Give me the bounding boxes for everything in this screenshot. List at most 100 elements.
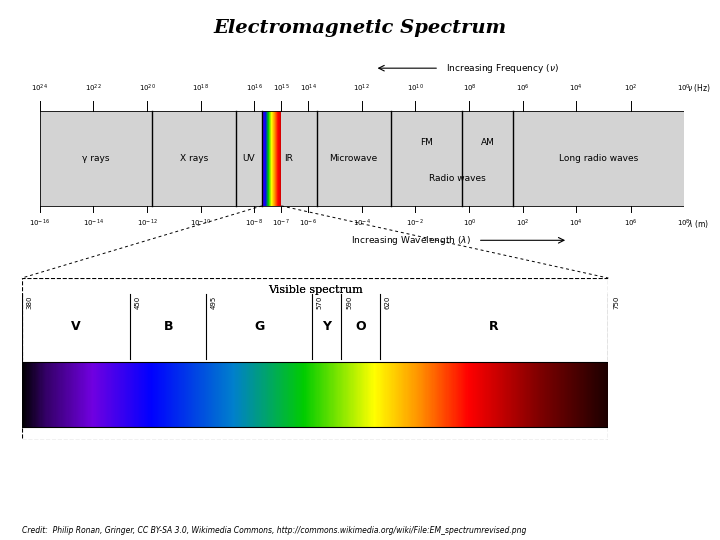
- Bar: [135, 362, 137, 427]
- Bar: [377, 362, 379, 427]
- Bar: [530, 362, 531, 427]
- Bar: [269, 362, 271, 427]
- Bar: [191, 362, 192, 427]
- Bar: [267, 362, 268, 427]
- Bar: [470, 362, 471, 427]
- Bar: [188, 362, 189, 427]
- Bar: [321, 362, 322, 427]
- Bar: [361, 362, 362, 427]
- Bar: [124, 362, 125, 427]
- Bar: [550, 362, 551, 427]
- Bar: [113, 362, 114, 427]
- Bar: [264, 362, 266, 427]
- Bar: [52, 362, 53, 427]
- Bar: [438, 362, 439, 427]
- Bar: [461, 362, 462, 427]
- Bar: [85, 362, 86, 427]
- Bar: [573, 362, 575, 427]
- Text: Credit:  Philip Ronan, Gringer, CC BY-SA 3.0, Wikimedia Commons, http://commons.: Credit: Philip Ronan, Gringer, CC BY-SA …: [22, 525, 526, 535]
- Bar: [432, 362, 433, 427]
- Bar: [302, 362, 303, 427]
- Bar: [478, 362, 480, 427]
- Bar: [297, 362, 299, 427]
- Bar: [152, 362, 153, 427]
- Bar: [53, 362, 55, 427]
- Bar: [396, 362, 397, 427]
- Bar: [508, 362, 510, 427]
- Bar: [288, 362, 289, 427]
- Bar: [182, 362, 184, 427]
- Bar: [465, 362, 467, 427]
- Bar: [333, 362, 334, 427]
- Bar: [448, 362, 449, 427]
- Bar: [346, 362, 347, 427]
- Bar: [240, 362, 241, 427]
- Bar: [73, 362, 74, 427]
- Bar: [400, 362, 402, 427]
- Bar: [48, 362, 50, 427]
- Bar: [364, 362, 366, 427]
- Bar: [171, 362, 172, 427]
- Bar: [322, 362, 323, 427]
- Bar: [185, 362, 186, 427]
- Bar: [398, 362, 400, 427]
- Bar: [232, 362, 233, 427]
- Bar: [258, 362, 260, 427]
- Bar: [156, 362, 158, 427]
- Bar: [428, 362, 429, 427]
- Bar: [234, 362, 235, 427]
- Bar: [341, 362, 342, 427]
- Bar: [68, 362, 70, 427]
- Bar: [178, 362, 179, 427]
- Text: UV: UV: [243, 154, 256, 163]
- Bar: [217, 362, 219, 427]
- Bar: [436, 362, 437, 427]
- Bar: [543, 362, 544, 427]
- Bar: [241, 362, 242, 427]
- Text: $10^{4}$: $10^{4}$: [570, 218, 583, 230]
- Bar: [60, 362, 61, 427]
- Bar: [78, 362, 79, 427]
- Text: $10^{4}$: $10^{4}$: [570, 83, 583, 94]
- Bar: [472, 362, 474, 427]
- Bar: [506, 362, 508, 427]
- Bar: [295, 362, 296, 427]
- Bar: [382, 362, 383, 427]
- Bar: [500, 362, 502, 427]
- Bar: [402, 362, 403, 427]
- Bar: [541, 362, 543, 427]
- Text: $10^{-6}$: $10^{-6}$: [300, 218, 318, 230]
- Bar: [582, 362, 584, 427]
- Bar: [418, 362, 420, 427]
- Bar: [327, 362, 328, 427]
- Bar: [559, 362, 560, 427]
- Bar: [40, 362, 42, 427]
- Bar: [564, 362, 565, 427]
- Bar: [59, 362, 60, 427]
- Bar: [125, 362, 126, 427]
- Bar: [90, 362, 91, 427]
- Bar: [355, 362, 356, 427]
- Bar: [459, 362, 461, 427]
- Bar: [403, 362, 404, 427]
- Bar: [299, 362, 300, 427]
- Text: X rays: X rays: [180, 154, 208, 163]
- Bar: [512, 362, 513, 427]
- Bar: [143, 362, 144, 427]
- Bar: [567, 362, 569, 427]
- Bar: [539, 362, 540, 427]
- Bar: [540, 362, 541, 427]
- Text: $\nu$ (Hz): $\nu$ (Hz): [687, 83, 711, 94]
- Bar: [98, 362, 99, 427]
- Bar: [253, 362, 254, 427]
- Bar: [268, 362, 269, 427]
- Bar: [91, 362, 92, 427]
- Bar: [586, 362, 588, 427]
- Bar: [351, 362, 353, 427]
- Bar: [248, 362, 249, 427]
- Bar: [503, 362, 504, 427]
- Bar: [476, 362, 477, 427]
- Bar: [93, 362, 94, 427]
- Bar: [146, 362, 147, 427]
- Bar: [271, 362, 273, 427]
